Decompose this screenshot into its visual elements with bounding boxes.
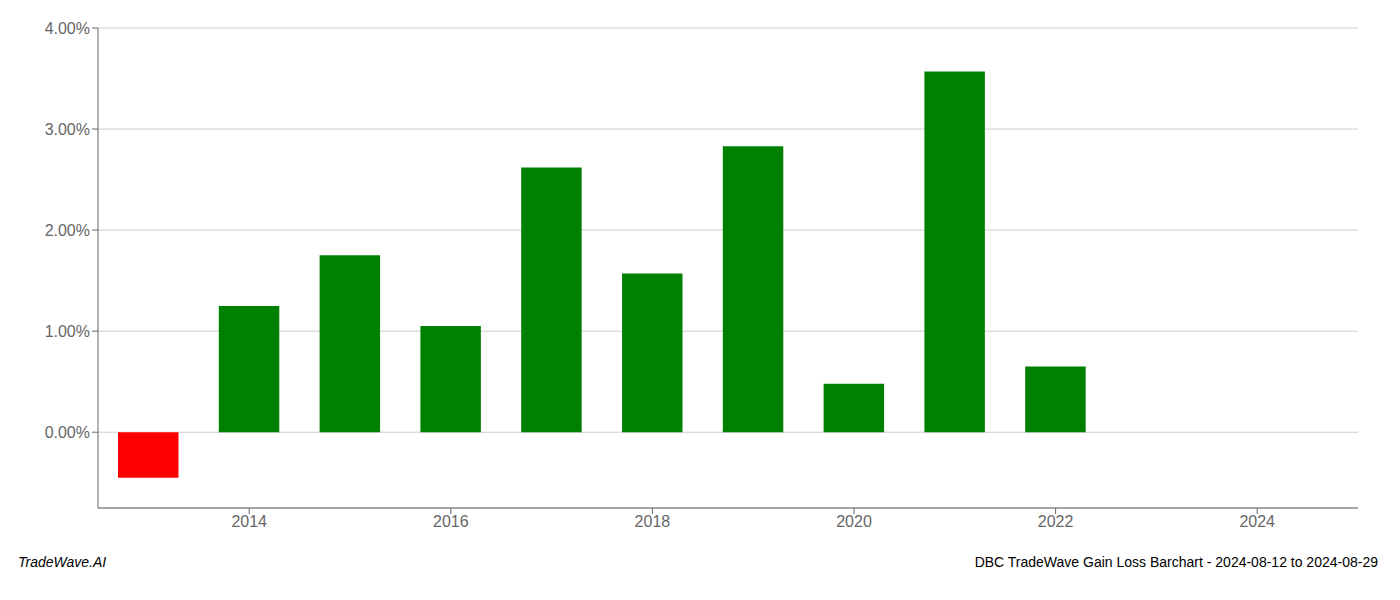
svg-text:3.00%: 3.00% (45, 121, 90, 138)
svg-text:0.00%: 0.00% (45, 424, 90, 441)
svg-text:2024: 2024 (1239, 513, 1275, 530)
svg-text:2022: 2022 (1038, 513, 1074, 530)
html-text:TradeWave.AI: TradeWave.AI (18, 554, 107, 570)
svg-text:4.00%: 4.00% (45, 20, 90, 37)
svg-text:1.00%: 1.00% (45, 323, 90, 340)
svg-text:2020: 2020 (836, 513, 872, 530)
svg-text:2014: 2014 (231, 513, 267, 530)
svg-text:2016: 2016 (433, 513, 469, 530)
svg-text:2018: 2018 (635, 513, 671, 530)
svg-text:2.00%: 2.00% (45, 222, 90, 239)
html-text:DBC TradeWave Gain Loss Barcha: DBC TradeWave Gain Loss Barchart - 2024-… (974, 554, 1378, 570)
